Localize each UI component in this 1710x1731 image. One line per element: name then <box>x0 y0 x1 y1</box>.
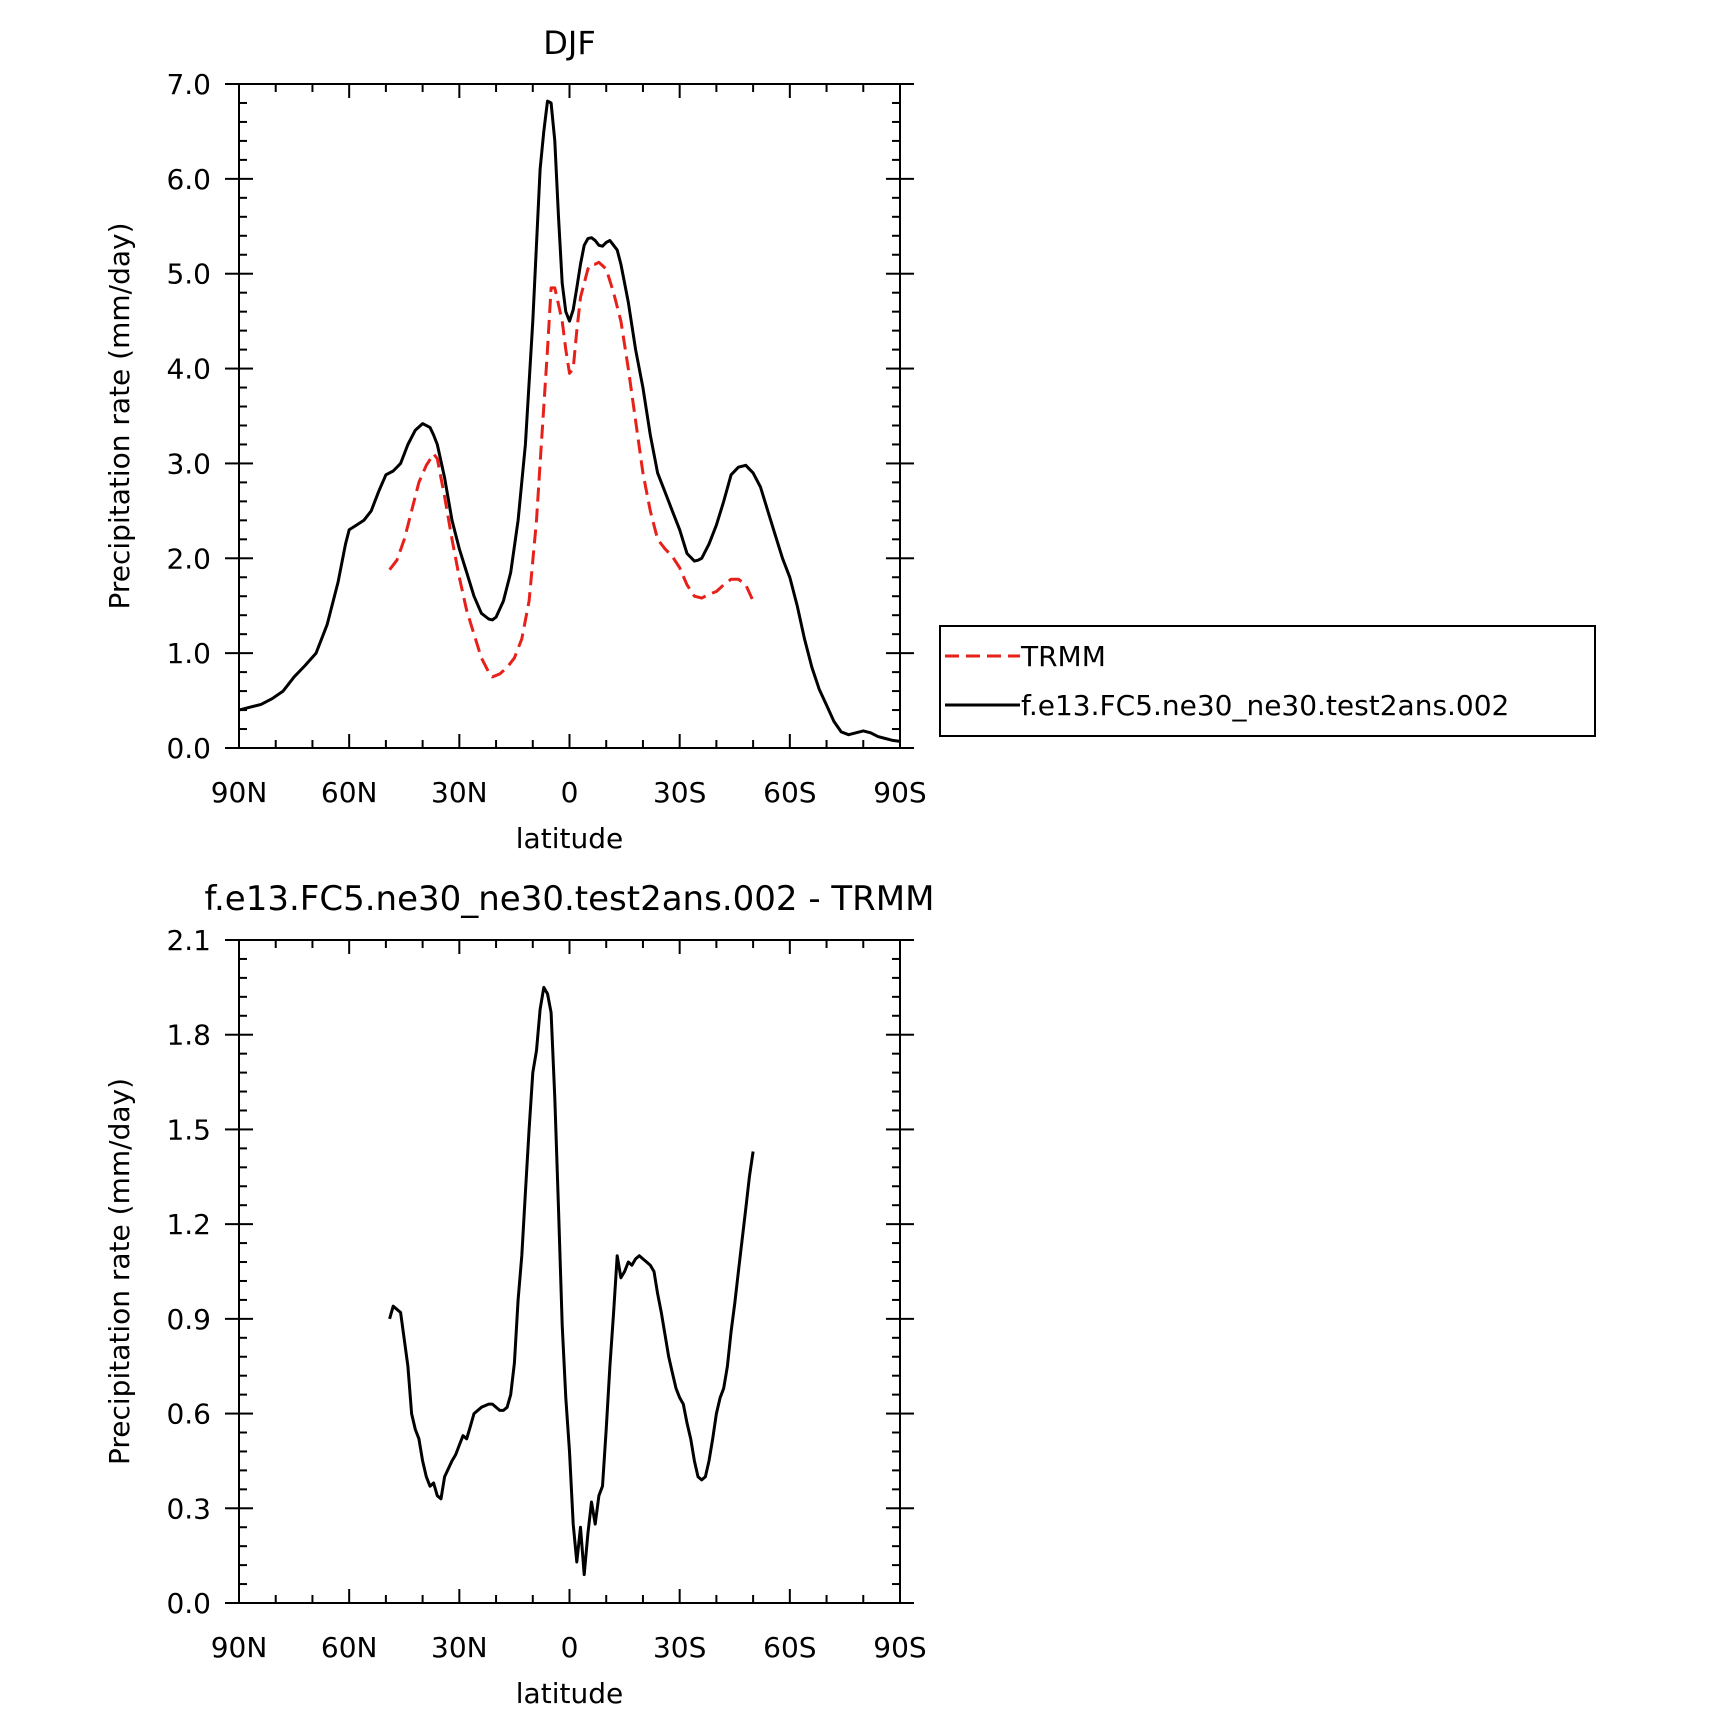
y-tick-label: 0.0 <box>166 732 211 765</box>
y-tick-label: 3.0 <box>166 447 211 480</box>
y-tick-label: 2.1 <box>166 924 211 957</box>
x-axis-label: latitude <box>516 1677 623 1710</box>
legend: TRMM f.e13.FC5.ne30_ne30.test2ans.002 <box>939 625 1596 737</box>
y-axis-label: Precipitation rate (mm/day) <box>103 1078 136 1465</box>
x-tick-label: 0 <box>561 1631 579 1664</box>
y-tick-label: 1.5 <box>166 1113 211 1146</box>
y-tick-label: 6.0 <box>166 163 211 196</box>
x-tick-label: 90S <box>873 1631 926 1664</box>
series-line-2 <box>238 99 901 743</box>
bottom-panel: f.e13.FC5.ne30_ne30.test2ans.002 - TRMM 9… <box>103 879 934 1710</box>
y-tick-label: 0.0 <box>166 1587 211 1620</box>
x-tick-label: 30N <box>431 1631 488 1664</box>
x-tick-label: 30S <box>653 776 706 809</box>
legend-box <box>939 625 1596 737</box>
x-tick-label: 60N <box>321 1631 378 1664</box>
y-tick-label: 1.8 <box>166 1019 211 1052</box>
legend-label: f.e13.FC5.ne30_ne30.test2ans.002 <box>1021 689 1509 722</box>
x-tick-label: 30N <box>431 776 488 809</box>
panel-title: DJF <box>543 24 595 62</box>
y-tick-label: 4.0 <box>166 353 211 386</box>
y-tick-label: 1.0 <box>166 637 211 670</box>
x-tick-label: 90N <box>211 776 268 809</box>
x-tick-label: 90N <box>211 1631 268 1664</box>
panel-title: f.e13.FC5.ne30_ne30.test2ans.002 - TRMM <box>205 879 935 919</box>
series-line-1 <box>388 985 755 1577</box>
series-line-1 <box>388 260 755 679</box>
y-tick-label: 7.0 <box>166 68 211 101</box>
y-tick-label: 2.0 <box>166 542 211 575</box>
y-axis-label: Precipitation rate (mm/day) <box>103 222 136 609</box>
y-tick-label: 1.2 <box>166 1208 211 1241</box>
x-tick-label: 60S <box>763 776 816 809</box>
x-axis-label: latitude <box>516 822 623 855</box>
x-tick-label: 90S <box>873 776 926 809</box>
x-tick-label: 60S <box>763 1631 816 1664</box>
plot-frame <box>238 939 901 1604</box>
y-tick-label: 0.3 <box>166 1492 211 1525</box>
top-panel: DJF 90N 60N 30N 0 30S 60S 90S 0.0 1.0 2.0 3.0 4.0 5.0… <box>103 24 927 855</box>
x-tick-label: 30S <box>653 1631 706 1664</box>
x-tick-label: 60N <box>321 776 378 809</box>
y-tick-label: 5.0 <box>166 258 211 291</box>
plot-frame <box>238 83 901 749</box>
legend-label: TRMM <box>1020 640 1106 673</box>
y-tick-label: 0.9 <box>166 1303 211 1336</box>
y-tick-label: 0.6 <box>166 1398 211 1431</box>
x-tick-label: 0 <box>561 776 579 809</box>
